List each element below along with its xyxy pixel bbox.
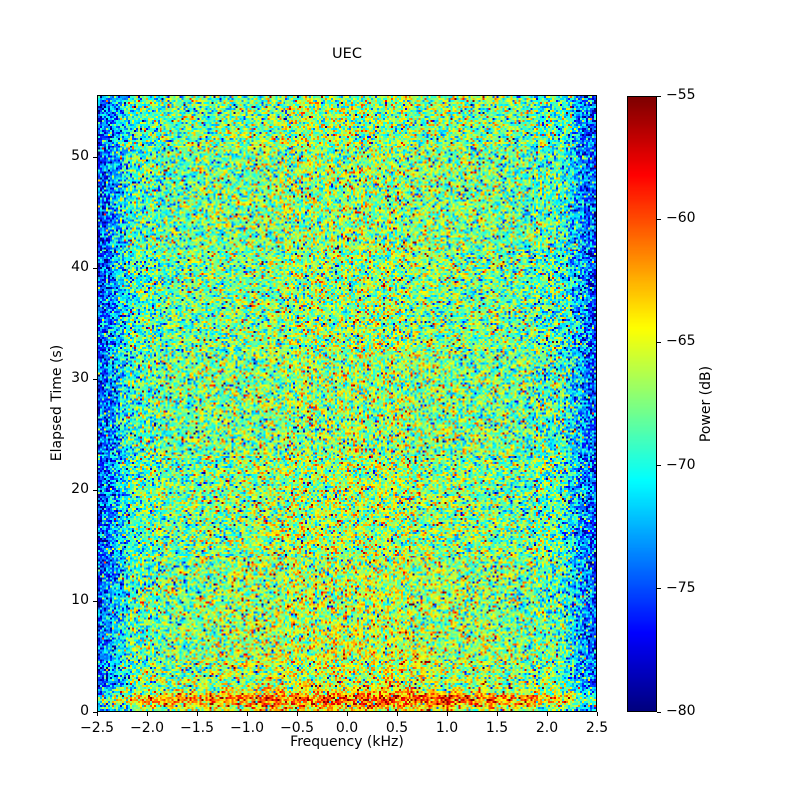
x-tick-label: −0.5 <box>280 720 314 736</box>
colorbar-tick-label: −55 <box>666 87 696 103</box>
spectrogram-plot-area <box>97 95 597 712</box>
x-tick-mark <box>596 712 598 716</box>
colorbar-tick-label: −80 <box>666 703 696 719</box>
x-tick-label: −1.5 <box>180 720 214 736</box>
chart-title: UEC <box>332 46 362 62</box>
x-tick-label: 2.0 <box>535 720 559 736</box>
x-tick-mark <box>296 712 298 716</box>
x-tick-label: −1.0 <box>230 720 264 736</box>
x-tick-label: 1.5 <box>485 720 509 736</box>
colorbar-gradient <box>628 97 656 711</box>
y-tick-label: 40 <box>71 259 89 276</box>
colorbar-tick-mark <box>657 588 661 590</box>
y-axis-label: Elapsed Time (s) <box>49 344 65 462</box>
x-tick-label: 2.5 <box>585 720 609 736</box>
colorbar-tick-label: −65 <box>666 333 696 350</box>
colorbar-tick-label: −75 <box>666 579 696 596</box>
x-tick-mark <box>196 712 198 716</box>
y-tick-label: 0 <box>80 703 89 719</box>
x-tick-mark <box>446 712 448 716</box>
colorbar-tick-mark <box>657 341 661 343</box>
y-tick-label: 30 <box>71 370 89 387</box>
colorbar-tick-mark <box>657 218 661 220</box>
y-tick-mark <box>93 711 97 713</box>
y-tick-label: 50 <box>71 148 89 165</box>
x-axis-label: Frequency (kHz) <box>290 734 404 750</box>
y-tick-label: 10 <box>71 592 89 609</box>
x-tick-label: −2.5 <box>80 720 114 736</box>
y-tick-mark <box>93 156 97 158</box>
x-tick-mark <box>546 712 548 716</box>
y-tick-label: 20 <box>71 481 89 498</box>
x-tick-label: 1.0 <box>435 720 459 736</box>
x-tick-label: 0.0 <box>335 720 359 736</box>
y-tick-mark <box>93 267 97 269</box>
colorbar-tick-label: −70 <box>666 456 696 473</box>
x-tick-mark <box>146 712 148 716</box>
colorbar-tick-mark <box>657 465 661 467</box>
y-tick-mark <box>93 378 97 380</box>
colorbar-tick-label: −60 <box>666 210 696 227</box>
y-tick-mark <box>93 489 97 491</box>
x-tick-label: −2.0 <box>130 720 164 736</box>
colorbar <box>627 96 657 712</box>
x-tick-mark <box>346 712 348 716</box>
colorbar-label: Power (dB) <box>698 365 714 443</box>
x-tick-mark <box>396 712 398 716</box>
x-tick-label: 0.5 <box>385 720 409 736</box>
y-tick-mark <box>93 600 97 602</box>
colorbar-tick-mark <box>657 711 661 713</box>
colorbar-tick-mark <box>657 95 661 97</box>
x-tick-mark <box>246 712 248 716</box>
spectrogram-heatmap <box>98 96 596 711</box>
x-tick-mark <box>96 712 98 716</box>
x-tick-mark <box>496 712 498 716</box>
